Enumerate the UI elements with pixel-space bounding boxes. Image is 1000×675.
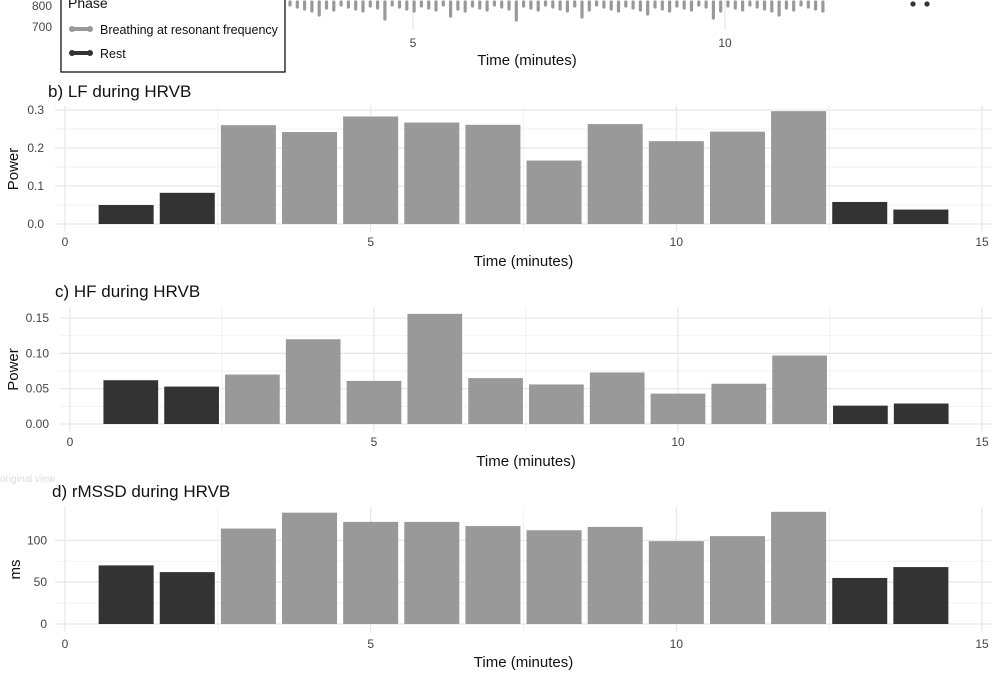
x-tick-label: 10: [670, 637, 684, 651]
bar-breathing: [711, 383, 767, 424]
bar-rest: [832, 201, 888, 224]
bar-breathing: [407, 313, 463, 424]
bar-breathing: [709, 131, 765, 224]
bar-breathing: [468, 378, 523, 424]
bar-breathing: [343, 116, 399, 224]
bar-rest: [893, 567, 949, 624]
bar-breathing: [465, 124, 521, 224]
y-axis-title: Power: [5, 148, 22, 191]
bar-rest: [893, 209, 949, 224]
bar-rest: [832, 577, 888, 624]
bar-breathing: [772, 355, 827, 424]
x-tick-label: 15: [975, 235, 989, 249]
hr-trace-dot: [924, 1, 930, 7]
panel-2: 0 5 10 15 0.0 0.1 0.2 0.3 b) LF during HRVB Time …: [5, 82, 992, 270]
x-tick-label: 0: [62, 637, 69, 651]
bar-rest: [893, 403, 949, 424]
bar-rest: [159, 572, 215, 624]
bar-breathing: [220, 528, 276, 624]
top-x-axis-title: Time (minutes): [477, 52, 576, 69]
bar-breathing: [529, 384, 584, 424]
x-axis-title: Time (minutes): [476, 453, 575, 470]
bar-breathing: [404, 521, 460, 624]
y-tick-label: 0: [40, 617, 47, 631]
bar-rest: [833, 405, 888, 424]
panel-title: d) rMSSD during HRVB: [52, 482, 230, 501]
y-tick-label: 50: [34, 575, 48, 589]
legend-label-breathing: Breathing at resonant frequency: [100, 23, 279, 37]
bar-breathing: [282, 512, 338, 624]
x-tick-label: 5: [371, 435, 378, 449]
bar-breathing: [526, 160, 582, 224]
y-tick-label: 0.10: [26, 346, 50, 360]
bar-breathing: [709, 536, 765, 624]
panel-title: b) LF during HRVB: [48, 82, 191, 101]
bar-breathing: [285, 339, 341, 424]
top-panel-partial: 800 700 5 10 Time (minutes): [32, 0, 992, 69]
legend-item-breathing: Breathing at resonant frequency: [69, 23, 279, 37]
x-tick-label: 15: [975, 435, 989, 449]
hr-trace-dots: [288, 0, 930, 22]
legend-box: [60, 0, 286, 73]
bar-rest: [98, 205, 154, 224]
hr-trace-dot: [910, 1, 916, 7]
bar-breathing: [282, 132, 338, 224]
y-tick-label: 0.0: [27, 217, 44, 231]
top-y-tick-700: 700: [32, 20, 52, 34]
bar-breathing: [404, 122, 460, 224]
bar-breathing: [465, 526, 521, 624]
bar-breathing: [771, 111, 827, 224]
bar-breathing: [587, 124, 643, 224]
bar-breathing: [648, 141, 704, 224]
y-axis-title: ms: [7, 560, 24, 580]
bar-rest: [98, 565, 154, 624]
y-tick-label: 0.05: [26, 382, 50, 396]
bar-breathing: [346, 380, 402, 424]
bar-breathing: [589, 372, 645, 424]
y-tick-label: 0.00: [26, 417, 50, 431]
bar-breathing: [650, 393, 706, 424]
legend: Phase Breathing at resonant frequency Re…: [60, 0, 286, 73]
y-tick-label: 0.2: [27, 141, 44, 155]
bar-breathing: [771, 511, 827, 624]
y-tick-label: 0.3: [27, 103, 44, 117]
legend-label-rest: Rest: [100, 47, 126, 61]
bar-breathing: [526, 530, 582, 624]
bar-breathing: [343, 521, 399, 624]
bar-rest: [103, 380, 159, 424]
bar-rest: [159, 192, 215, 224]
bar-breathing: [648, 541, 704, 624]
watermark-text: original view: [0, 474, 56, 485]
panel-3: 0 5 10 15 0.00 0.05 0.10 0.15 c) HF during HRVB T…: [5, 282, 992, 470]
y-axis-title: Power: [5, 348, 22, 391]
top-x-tick-10: 10: [718, 36, 732, 50]
bar-breathing: [587, 526, 643, 624]
panel-title: c) HF during HRVB: [55, 282, 200, 301]
legend-title: Phase: [68, 0, 108, 11]
x-axis-title: Time (minutes): [474, 253, 573, 270]
legend-item-rest: Rest: [69, 47, 126, 61]
panel-4: 0 5 10 15 0 50 100 d) rMSSD during HRVB Time (mi…: [7, 482, 992, 671]
x-axis-title: Time (minutes): [474, 654, 573, 671]
x-tick-label: 15: [975, 637, 989, 651]
x-tick-label: 0: [62, 235, 69, 249]
x-tick-label: 5: [367, 235, 374, 249]
x-tick-label: 10: [671, 435, 685, 449]
x-tick-label: 10: [670, 235, 684, 249]
y-tick-label: 0.15: [26, 311, 50, 325]
bar-breathing: [225, 374, 280, 424]
y-tick-label: 0.1: [27, 179, 44, 193]
bar-breathing: [220, 125, 276, 224]
top-y-tick-800: 800: [32, 0, 52, 13]
top-x-tick-5: 5: [410, 36, 417, 50]
x-tick-label: 5: [367, 637, 374, 651]
bar-panels: 0 5 10 15 0.0 0.1 0.2 0.3 b) LF during HRVB Time …: [5, 82, 992, 671]
bar-rest: [164, 386, 219, 424]
y-tick-label: 100: [27, 533, 47, 547]
x-tick-label: 0: [67, 435, 74, 449]
